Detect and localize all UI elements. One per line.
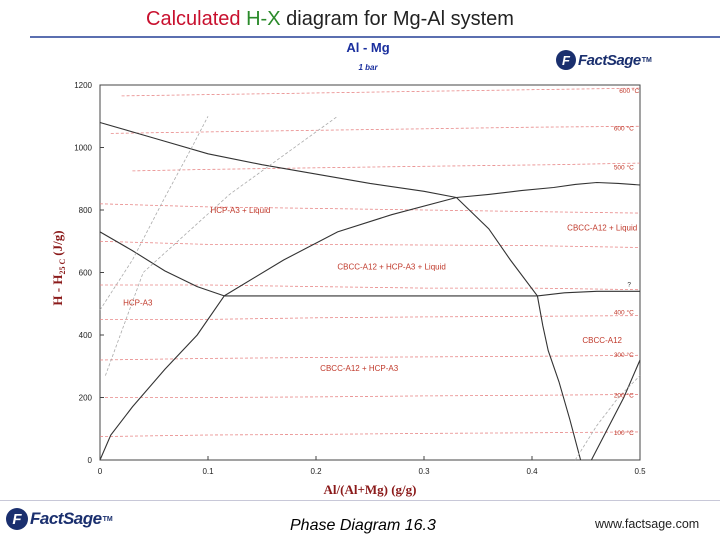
factsage-logo-text: FactSage xyxy=(578,51,641,69)
isotherm-line-9 xyxy=(99,431,641,437)
isotherm-label: 600 °C xyxy=(619,87,639,95)
isotherm-line-2 xyxy=(132,162,641,172)
isotherm-label: 600 °C xyxy=(614,124,634,132)
axis-ticks: 0 0.1 0.2 0.3 0.4 0.5 0 200 400 600 800 1000 1200 xyxy=(74,81,646,476)
y-tick-label: 200 xyxy=(79,394,93,403)
y-tick-label: 0 xyxy=(88,456,93,465)
isotherm-line-5 xyxy=(100,284,641,291)
factsage-logo-icon: F xyxy=(6,508,28,530)
isotherm-label: 300 °C xyxy=(614,351,634,359)
phase-region-label: CBCC-A12 xyxy=(582,336,622,345)
factsage-logo-tm: TM xyxy=(102,515,113,523)
isotherm-lines xyxy=(99,87,641,437)
isotherm-line-0 xyxy=(121,87,641,97)
phase-region-label: CBCC-A12 + Liquid xyxy=(567,223,637,232)
title-part-hx: H-X xyxy=(246,8,281,30)
phase-boundaries xyxy=(99,115,641,461)
isotherm-label: ? xyxy=(627,282,631,289)
boundary-solvus-cbcc-left xyxy=(536,295,582,461)
x-tick-label: 0.4 xyxy=(526,467,538,476)
title-underline xyxy=(30,36,720,38)
factsage-logo-text: FactSage xyxy=(30,509,102,528)
y-axis-label-unit: (J/g) xyxy=(50,230,65,255)
title-part-rest: diagram for Mg-Al system xyxy=(286,8,514,30)
x-tick-label: 0.1 xyxy=(202,467,214,476)
isotherm-line-8 xyxy=(100,394,641,398)
y-tick-label: 1000 xyxy=(74,144,92,153)
y-tick-label: 600 xyxy=(79,269,93,278)
factsage-logo-top: F FactSage TM xyxy=(556,50,652,70)
x-tick-label: 0.5 xyxy=(634,467,646,476)
x-tick-label: 0 xyxy=(98,467,103,476)
isotherm-label: 400 °C xyxy=(614,309,634,317)
isotherm-line-4 xyxy=(99,240,641,248)
footer-website: www.factsage.com xyxy=(595,517,700,531)
phase-region-label: CBCC-A12 + HCP-A3 xyxy=(320,364,399,373)
plot-frame xyxy=(99,84,641,461)
isotherm-label: 500 °C xyxy=(614,163,634,171)
isotherm-label: 200 °C xyxy=(614,392,634,400)
footer-divider xyxy=(0,500,720,501)
y-axis-label: H - H25 C (J/g) xyxy=(50,230,67,305)
isotherm-label: 100 °C xyxy=(614,429,634,437)
factsage-logo-bottom: F FactSage TM xyxy=(6,508,113,530)
svg-text:H - H25 C(J/g): H - H25 C (J/g) xyxy=(50,230,67,305)
factsage-logo-tm: TM xyxy=(641,56,652,64)
y-axis-label-main: H - H xyxy=(50,275,65,306)
chart-subtitle: 1 bar xyxy=(358,63,378,72)
phase-region-labels: HCP-A3 + Liquid CBCC-A12 + HCP-A3 + Liqui… xyxy=(123,206,637,373)
factsage-logo-icon: F xyxy=(556,50,576,70)
y-tick-label: 800 xyxy=(79,206,93,215)
isotherm-labels: 600 °C 600 °C 500 °C? 400 °C 300 °C 200 °C 100… xyxy=(614,87,640,437)
isotherm-line-1 xyxy=(110,125,641,134)
boundary-solvus-hcp xyxy=(99,295,225,461)
phase-region-label: HCP-A3 + Liquid xyxy=(210,206,270,215)
boundary-solvus-cbcc-right xyxy=(590,359,641,461)
boundary-hcp-solidus-dashed xyxy=(105,115,338,376)
phase-region-label: CBCC-A12 + HCP-A3 + Liquid xyxy=(337,262,446,271)
y-axis-label-sub: 25 C xyxy=(58,259,67,275)
slide-title: Calculated H-X diagram for Mg-Al system xyxy=(0,8,660,31)
boundary-three-phase-right xyxy=(456,197,538,297)
isotherm-line-6 xyxy=(100,315,641,320)
x-axis-label: Al/(Al+Mg) (g/g) xyxy=(324,482,417,497)
boundary-liquidus-left xyxy=(99,121,457,199)
boundary-liquidus-right xyxy=(456,181,641,199)
title-part-calculated: Calculated xyxy=(146,8,241,30)
footer-phase-diagram-number: Phase Diagram 16.3 xyxy=(290,517,436,534)
phase-diagram-chart: 0 0.1 0.2 0.3 0.4 0.5 0 200 400 600 800 1000 1200 HC… xyxy=(50,40,646,497)
boundary-three-phase-left xyxy=(223,196,457,297)
isotherm-line-3 xyxy=(99,203,641,214)
y-tick-label: 400 xyxy=(79,331,93,340)
chart-title: Al - Mg xyxy=(346,40,389,55)
y-tick-label: 1200 xyxy=(74,81,92,90)
boundary-solidus-hcp xyxy=(99,231,225,297)
x-tick-label: 0.3 xyxy=(418,467,430,476)
x-tick-label: 0.2 xyxy=(310,467,322,476)
phase-region-label: HCP-A3 xyxy=(123,298,153,307)
boundary-cbcc-lower-dash xyxy=(574,375,641,461)
boundary-cbcc-upper xyxy=(537,290,640,297)
